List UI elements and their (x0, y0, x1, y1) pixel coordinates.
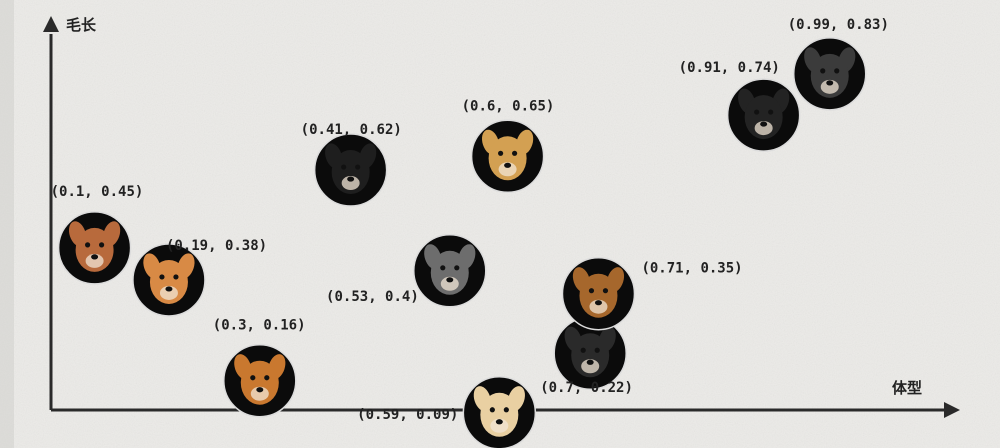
data-point-label: (0.53, 0.4) (326, 289, 419, 305)
data-point-marker (223, 343, 297, 418)
x-axis-title: 体型 (892, 379, 922, 397)
data-point-label: (0.1, 0.45) (51, 184, 144, 200)
data-point-marker (792, 37, 867, 111)
edge-shadow-left (0, 0, 14, 448)
data-point-marker (132, 243, 206, 317)
data-point-label: (0.19, 0.38) (166, 238, 267, 254)
bernese-mountain-dog-icon (738, 88, 790, 140)
german-shepherd-icon (572, 267, 625, 318)
labrador-icon (473, 386, 525, 437)
data-point-marker (313, 133, 388, 207)
poodle-icon (68, 221, 121, 272)
data-point-marker (470, 119, 545, 194)
y-axis-arrow-icon (43, 16, 59, 32)
data-point-label: (0.41, 0.62) (301, 122, 402, 138)
data-point-label: (0.6, 0.65) (462, 98, 555, 114)
data-point-label: (0.59, 0.09) (357, 407, 458, 423)
x-axis-arrow-icon (944, 402, 960, 418)
dog-icon (564, 326, 616, 378)
data-point-label: (0.71, 0.35) (641, 261, 742, 277)
data-point-marker (462, 376, 537, 448)
shiba-icon (234, 354, 286, 405)
data-point-label: (0.99, 0.83) (788, 17, 889, 33)
data-point-marker (57, 211, 132, 285)
data-point-label: (0.3, 0.16) (213, 318, 306, 334)
data-point-marker (726, 78, 801, 152)
golden-retriever-icon (481, 129, 534, 181)
tibetan-mastiff-icon (804, 47, 856, 98)
corgi-icon (143, 253, 195, 304)
data-point-marker (413, 234, 487, 308)
husky-icon (424, 244, 476, 295)
y-axis-title: 毛长 (66, 16, 97, 34)
data-point-label: (0.7, 0.22) (540, 380, 633, 396)
data-point-marker (553, 316, 627, 390)
data-point-marker (561, 256, 636, 331)
data-points: (0.1, 0.45) (0.19, 0.38) (0.3, 0.16) (0.41,… (51, 17, 889, 448)
border-collie-icon (325, 143, 377, 195)
data-point-label: (0.91, 0.74) (679, 60, 780, 76)
